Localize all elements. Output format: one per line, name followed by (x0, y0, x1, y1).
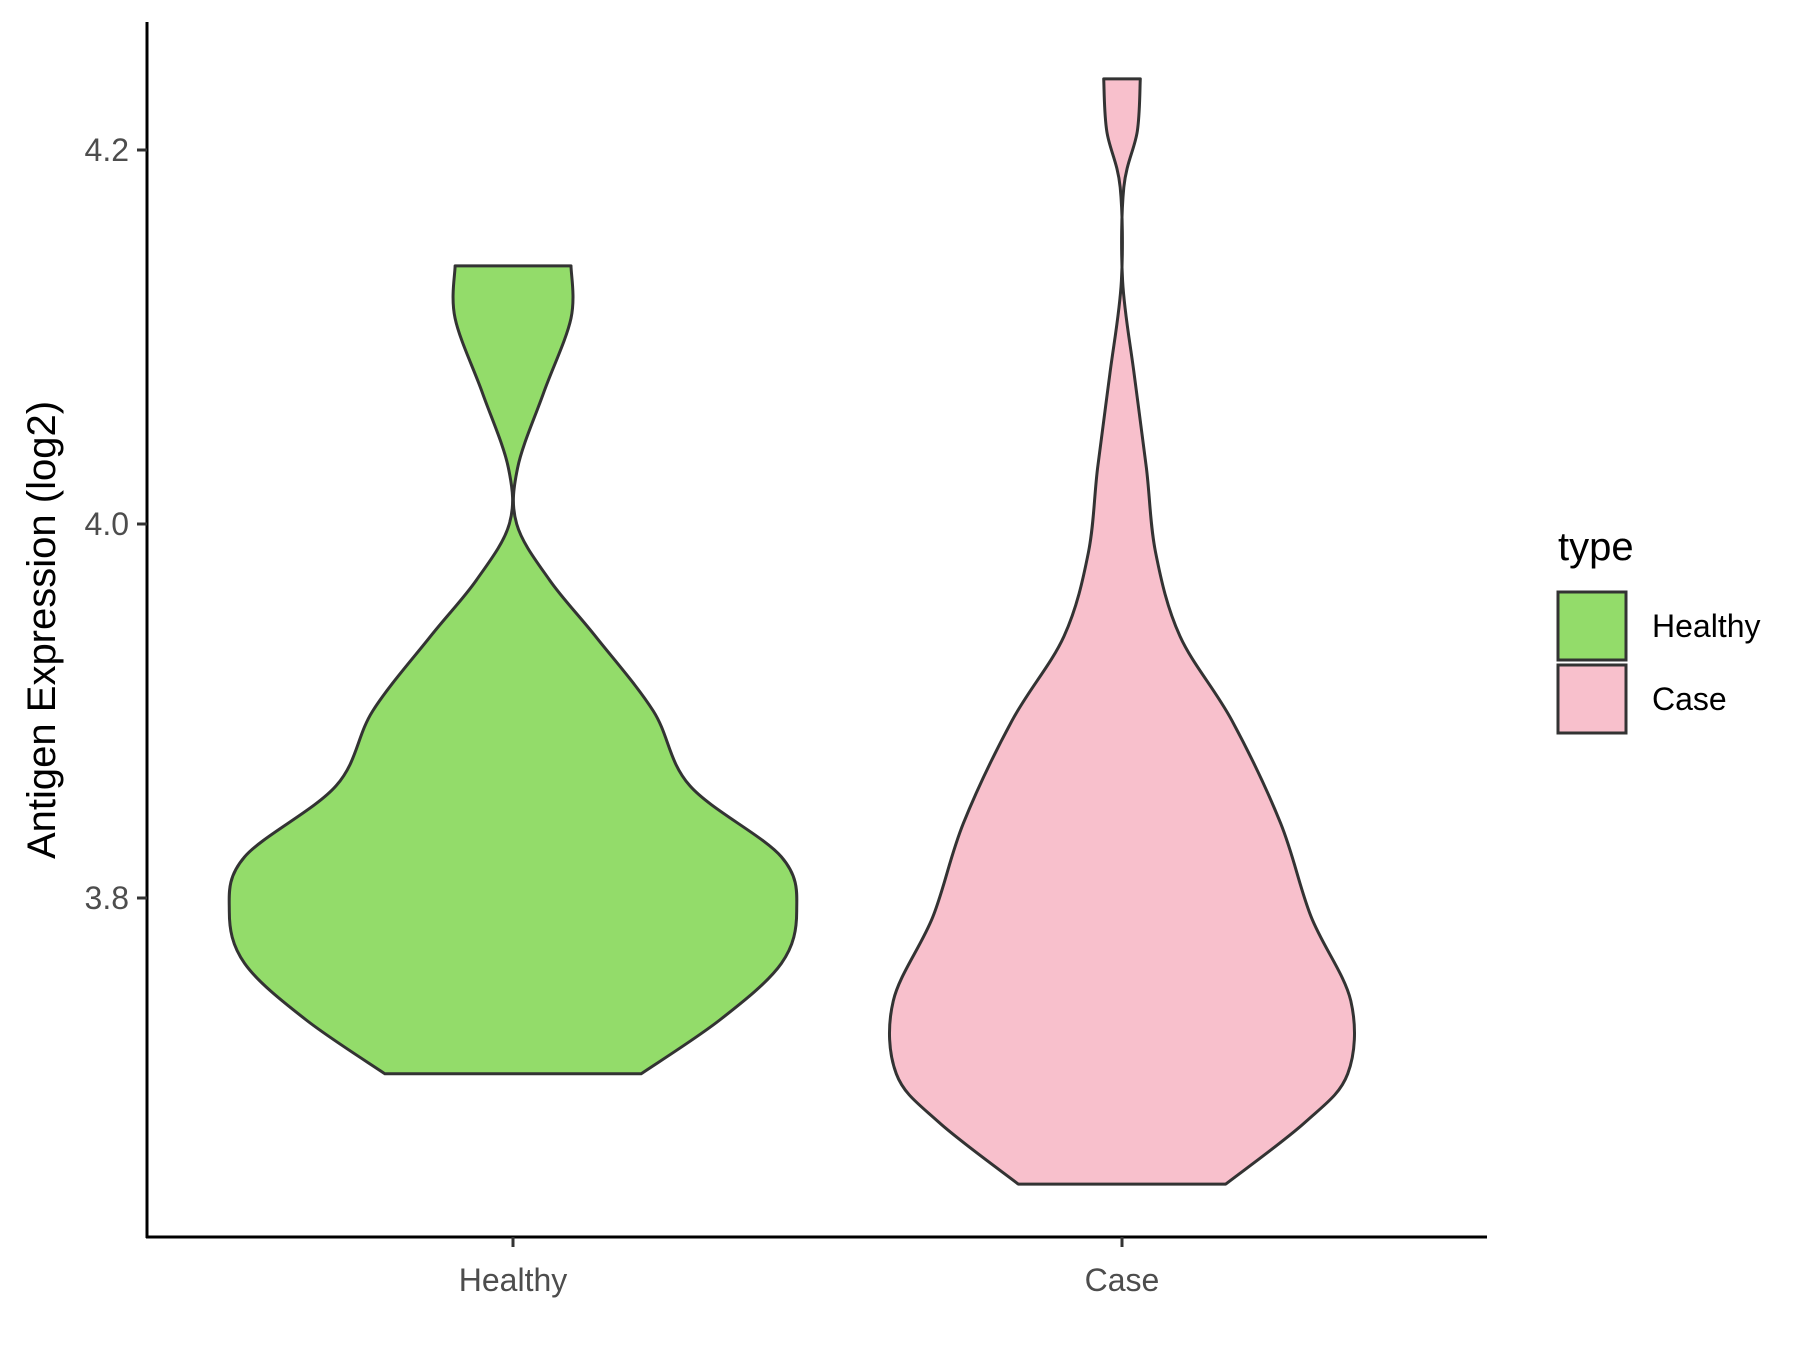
legend-key-case (1556, 663, 1628, 735)
y-axis-ticks: 3.8 4.0 4.2 (85, 132, 147, 916)
x-axis-ticks: Healthy Case (459, 1237, 1160, 1298)
x-tick-label: Case (1085, 1262, 1160, 1298)
y-tick-label: 4.2 (85, 132, 129, 168)
plot-panel: 3.8 4.0 4.2 Healthy Case (85, 22, 1487, 1298)
legend: type Healthy Case (1556, 525, 1761, 735)
legend-label-case: Case (1652, 681, 1727, 717)
y-tick-label: 3.8 (85, 880, 129, 916)
violins (227, 77, 1356, 1186)
x-tick-label: Healthy (459, 1262, 568, 1298)
legend-label-healthy: Healthy (1652, 608, 1761, 644)
legend-title: type (1558, 525, 1634, 569)
violin-healthy (227, 264, 799, 1076)
y-tick-label: 4.0 (85, 506, 129, 542)
legend-key-healthy (1556, 590, 1628, 662)
y-axis-title: Antigen Expression (log2) (20, 401, 64, 859)
violin-case (887, 77, 1356, 1186)
